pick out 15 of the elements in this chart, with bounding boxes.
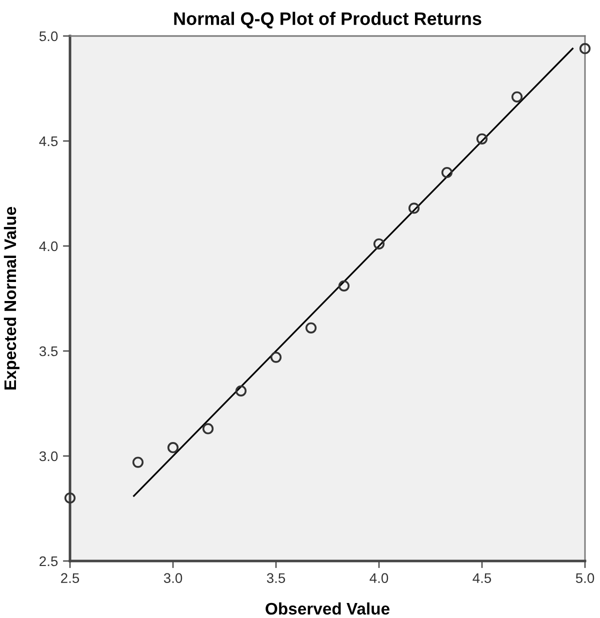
x-tick-label: 3.0 [164, 573, 182, 584]
x-tick-label: 5.0 [576, 573, 594, 584]
y-tick-label: 4.5 [39, 136, 58, 146]
y-tick-label: 2.5 [40, 556, 58, 566]
x-axis-title: Observed Value [266, 602, 390, 615]
x-tick-label: 3.5 [266, 573, 286, 584]
y-tick-label: 5.0 [39, 31, 58, 42]
y-tick-label: 3.0 [39, 451, 58, 462]
x-tick-label: 4.0 [370, 573, 388, 584]
x-tick-label: 4.5 [472, 573, 492, 584]
chart-title: Normal Q-Q Plot of Product Returns [174, 12, 482, 28]
y-axis-title: Expected Normal Value [4, 206, 20, 390]
y-tick-label: 4.0 [39, 241, 58, 252]
x-tick-label: 2.5 [61, 573, 80, 584]
y-tick-label: 3.5 [39, 346, 58, 356]
